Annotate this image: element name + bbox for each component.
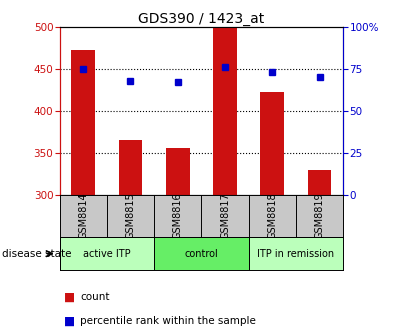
Bar — [213, 27, 237, 195]
Text: disease state: disease state — [2, 249, 72, 259]
Text: GSM8817: GSM8817 — [220, 193, 230, 239]
Bar — [249, 237, 343, 270]
Text: GSM8814: GSM8814 — [78, 193, 88, 239]
Text: GSM8815: GSM8815 — [125, 193, 136, 239]
Text: GSM8818: GSM8818 — [267, 193, 277, 239]
Title: GDS390 / 1423_at: GDS390 / 1423_at — [138, 12, 265, 26]
Text: GSM8819: GSM8819 — [314, 193, 325, 239]
Text: ■: ■ — [64, 314, 75, 327]
Text: percentile rank within the sample: percentile rank within the sample — [80, 316, 256, 326]
Bar — [72, 50, 95, 195]
Bar — [308, 170, 331, 195]
Bar — [60, 237, 154, 270]
Bar — [261, 92, 284, 195]
Bar — [154, 237, 249, 270]
Text: ITP in remission: ITP in remission — [257, 249, 335, 259]
Text: ■: ■ — [64, 291, 75, 304]
Text: GSM8816: GSM8816 — [173, 193, 183, 239]
Text: control: control — [185, 249, 218, 259]
Text: count: count — [80, 292, 110, 302]
Text: active ITP: active ITP — [83, 249, 131, 259]
Bar — [166, 148, 189, 195]
Bar — [119, 140, 142, 195]
